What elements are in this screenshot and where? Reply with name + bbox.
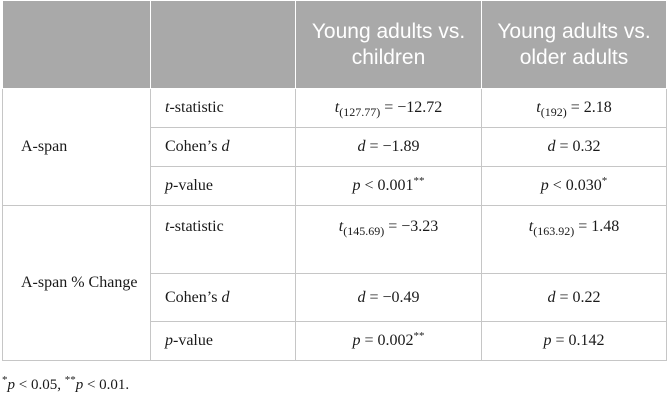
table-row: A-span % Change t-statistic t(145.69) = … — [2, 205, 667, 361]
table-row: Cohen’s d d = −0.49 d = 0.22 — [3, 273, 667, 322]
value-cell: d = −0.49 — [295, 273, 482, 322]
value-cell: t(127.77) = −12.72 — [295, 88, 482, 128]
value-text: = 0.32 — [555, 138, 601, 155]
header-young-vs-older: Young adults vs. older adults — [481, 0, 667, 89]
value-text: = 1.48 — [574, 218, 620, 235]
results-table: Young adults vs. children Young adults v… — [2, 0, 667, 361]
value-text: = 0.002 — [360, 332, 414, 349]
significance-marker: * — [601, 175, 608, 187]
value-cell: d = 0.32 — [481, 127, 667, 167]
value-cell: d = 0.22 — [481, 273, 667, 322]
value-text: = 0.22 — [555, 288, 601, 306]
df-subscript: (127.77) — [339, 105, 381, 119]
table-row: p-value p = 0.002** p = 0.142 — [3, 321, 667, 361]
footnote-marker: ** — [64, 374, 76, 386]
table-row: A-span t-statistic t(127.77) = −12.72 t(… — [2, 88, 667, 206]
value-cell: p = 0.142 — [481, 321, 667, 361]
df-subscript: (192) — [540, 105, 567, 119]
group-label-text: A-span % Change — [21, 274, 138, 291]
footnote-symbol: p — [75, 377, 84, 393]
significance-marker: ** — [413, 330, 425, 342]
value-text: < 0.001 — [360, 177, 414, 194]
header-young-vs-children: Young adults vs. children — [295, 0, 482, 89]
stat-label: Cohen’s d — [150, 273, 296, 322]
footnote-text: < 0.05, — [15, 377, 65, 393]
footnote-marker: * — [2, 374, 8, 386]
value-text: = 0.142 — [551, 332, 605, 349]
value-text: < 0.030 — [548, 177, 602, 194]
value-cell: p < 0.001** — [295, 166, 482, 206]
df-subscript: (145.69) — [343, 224, 385, 238]
table-row: p-value p < 0.001** p < 0.030* — [3, 166, 667, 206]
footnote-symbol: p — [7, 377, 16, 393]
value-cell: t(163.92) = 1.48 — [481, 205, 667, 274]
results-table-container: Young adults vs. children Young adults v… — [2, 0, 667, 361]
value-text: = 2.18 — [566, 99, 612, 116]
stat-label: p-value — [150, 166, 296, 206]
value-cell: t(145.69) = −3.23 — [295, 205, 482, 274]
value-text: = −0.49 — [365, 288, 420, 306]
footnote-text: < 0.01. — [83, 377, 130, 393]
stat-label: Cohen’s d — [150, 127, 296, 167]
value-text: = −3.23 — [384, 218, 439, 235]
significance-marker: ** — [413, 175, 425, 187]
group-label-aspan-change: A-span % Change — [2, 205, 151, 361]
header-row: Young adults vs. children Young adults v… — [2, 0, 667, 89]
value-cell: t(192) = 2.18 — [481, 88, 667, 128]
header-blank-1 — [2, 0, 151, 89]
stat-label: p-value — [150, 321, 296, 361]
value-text: = −1.89 — [365, 138, 420, 155]
stat-label: t-statistic — [150, 205, 296, 274]
header-blank-2 — [150, 0, 296, 89]
group-label-aspan: A-span — [2, 88, 151, 206]
df-subscript: (163.92) — [533, 224, 575, 238]
value-text: = −12.72 — [380, 99, 443, 116]
value-cell: p < 0.030* — [481, 166, 667, 206]
value-cell: d = −1.89 — [295, 127, 482, 167]
table-footnote: *p < 0.05, **p < 0.01. — [2, 374, 130, 394]
stat-label: t-statistic — [150, 88, 296, 128]
value-cell: p = 0.002** — [295, 321, 482, 361]
